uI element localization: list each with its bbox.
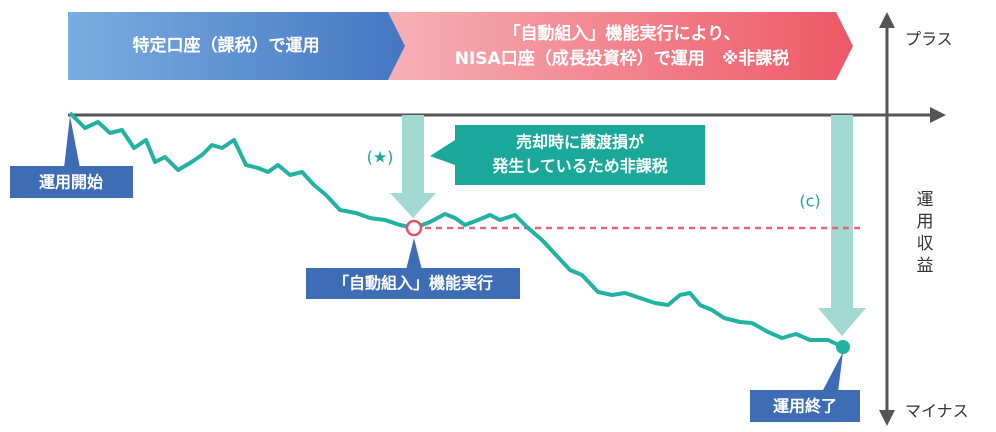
- callout-text: 売却時に譲渡損が: [516, 133, 644, 152]
- axis-label: 運: [917, 190, 934, 210]
- end-label: 運用終了: [773, 397, 837, 416]
- callout-text: 発生しているため非課税: [491, 157, 668, 176]
- arrowhead: [879, 12, 895, 28]
- banner-right-text: 「自動組入」機能実行により、: [504, 23, 741, 44]
- label-c: (c): [799, 192, 820, 211]
- switch-point: [405, 219, 423, 237]
- axis-label: 収: [917, 234, 934, 254]
- performance-line: [68, 111, 844, 349]
- arrowhead: [879, 410, 895, 426]
- banner-right: [388, 12, 853, 80]
- switch-pointer: [406, 238, 422, 270]
- end-box: [750, 390, 860, 422]
- end-pointer: [822, 352, 843, 392]
- arrow-c: [831, 115, 853, 310]
- arrow-star-head: [390, 193, 436, 218]
- switch-box: [306, 268, 520, 299]
- banner-left-text: 特定口座（課税）で運用: [133, 35, 320, 56]
- start-box: [10, 166, 133, 198]
- switch-label: 「自動組入」機能実行: [333, 274, 493, 293]
- callout-pointer: [430, 140, 455, 165]
- arrow-c-head: [818, 308, 866, 336]
- start-pointer: [64, 116, 80, 168]
- callout-box: [455, 125, 705, 185]
- axis-label: 益: [917, 256, 934, 276]
- axis-plus: プラス: [905, 30, 953, 49]
- arrow-star: [402, 115, 424, 195]
- banner-left: [68, 12, 405, 80]
- start-label: 運用開始: [39, 173, 103, 192]
- axis-minus: マイナス: [905, 402, 969, 421]
- banner-right-text: NISA口座（成長投資枠）で運用 ※非課税: [455, 48, 789, 69]
- label-star: (★): [367, 148, 394, 167]
- end-point: [836, 340, 850, 354]
- axis-label: 用: [917, 212, 934, 232]
- arrowhead: [930, 107, 946, 123]
